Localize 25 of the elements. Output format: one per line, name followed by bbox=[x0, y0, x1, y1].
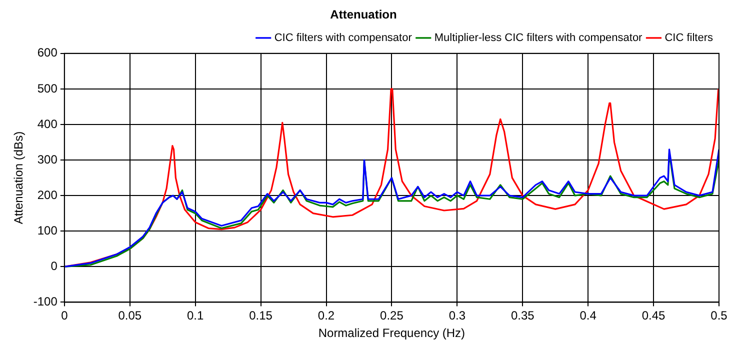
x-tick-label: 0.45 bbox=[642, 308, 666, 323]
y-tick-label: 400 bbox=[37, 116, 58, 131]
x-tick-label: 0.1 bbox=[186, 308, 204, 323]
y-axis-title: Attenuation (dBs) bbox=[12, 131, 26, 224]
x-axis-title: Normalized Frequency (Hz) bbox=[318, 326, 466, 340]
x-tick-label: 0.4 bbox=[580, 308, 597, 323]
y-tick-label: 300 bbox=[37, 152, 58, 166]
y-tick-label: 600 bbox=[37, 46, 58, 60]
x-tick-label: 0.05 bbox=[118, 308, 142, 323]
y-tick-label: 0 bbox=[50, 258, 58, 273]
legend-label: Multiplier-less CIC filters with compensator bbox=[434, 32, 643, 44]
x-tick-label: 0.25 bbox=[380, 308, 404, 323]
y-tick-label: 200 bbox=[37, 188, 58, 202]
legend-label: CIC filters with compensator bbox=[274, 32, 412, 44]
x-tick-label: 0.5 bbox=[710, 308, 728, 323]
x-tick-label: 0.15 bbox=[249, 308, 273, 323]
x-tick-label: 0.2 bbox=[318, 308, 335, 323]
y-tick-label: -100 bbox=[33, 294, 58, 309]
legend-label: CIC filters bbox=[664, 32, 714, 44]
x-tick-label: 0 bbox=[61, 308, 68, 323]
x-tick-label: 0.3 bbox=[448, 308, 466, 323]
x-tick-label: 0.35 bbox=[510, 308, 535, 323]
y-tick-label: 500 bbox=[37, 81, 58, 96]
y-tick-label: 100 bbox=[37, 223, 58, 238]
chart-title: Attenuation bbox=[330, 8, 397, 22]
